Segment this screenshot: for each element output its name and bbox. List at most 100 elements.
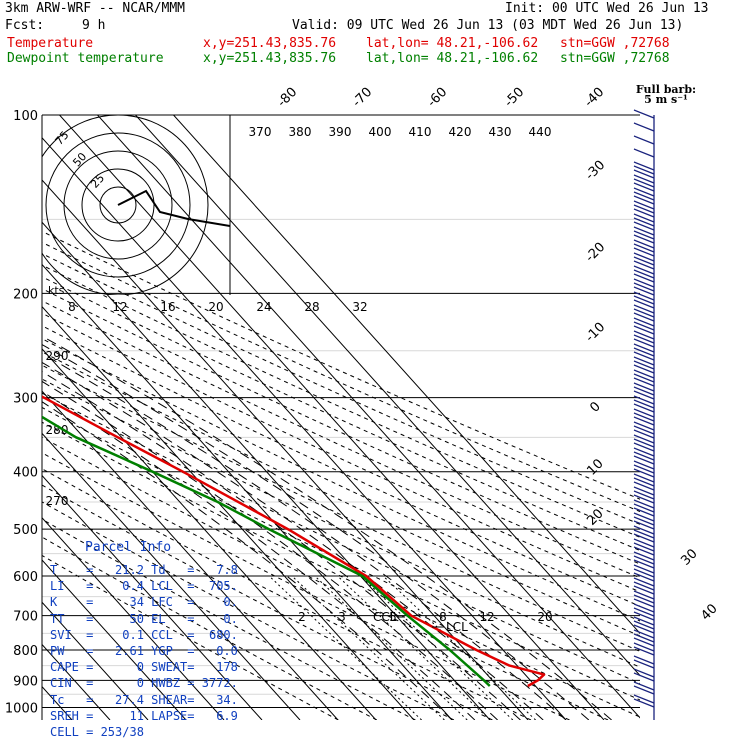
mixing-ratio-label: 12 [112,300,127,314]
temperature-legend-station: stn=GGW ,72768 [560,36,670,51]
isotherm-line [42,390,339,720]
parcel-value: 705. [194,579,238,594]
parcel-row: CAPE = 0 SWEAT= 178 [50,659,238,675]
theta-label: 430 [489,125,512,139]
parcel-value: 0. [194,595,238,610]
theta-label: 290 [46,349,69,363]
mixing-ratio-line [291,575,445,720]
theta-label: 280 [46,423,69,437]
temperature-axis-label: -30 [583,158,609,184]
dry-adiabat [42,392,640,684]
isotherm-line [42,179,529,720]
temperature-axis-label: -60 [425,85,451,111]
wind-barb [633,681,655,695]
wind-barb [633,395,655,413]
hodograph-ring [63,150,173,260]
pressure-label-600: 600 [13,570,38,585]
parcel-value: 7.8 [194,563,238,577]
parcel-value: 2.61 [93,644,152,658]
temperature-axis-label: 30 [678,546,700,568]
hodograph-ring [42,115,209,295]
wind-barb [633,538,655,556]
wind-barb [633,187,655,205]
wind-barb [633,317,655,335]
wind-legend-title: Full barb: [636,83,696,96]
parcel-value: 0.0 [194,644,238,658]
wind-barb [633,369,655,387]
wind-barb [633,421,655,439]
wind-barb [633,330,655,348]
dry-adiabat [42,536,378,720]
wind-barb [633,434,655,452]
parcel-row: T = 21.2 Td = 7.8 [50,562,238,578]
pressure-label-100: 100 [13,109,38,124]
wind-barb [633,148,655,158]
wind-barb [633,447,655,465]
mixing-ratio-label: 32 [352,300,367,314]
moist-adiabat [42,380,498,720]
parcel-value: 0. [194,611,238,626]
wind-barb [633,304,655,322]
moist-adiabat [42,343,590,720]
parcel-key: T = [50,563,94,577]
wind-barb [633,460,655,478]
theta-label: 410 [409,125,432,139]
mixing-ratio-line [268,575,422,720]
parcel-value: 0.1 [93,627,152,642]
theta-label: 390 [329,125,352,139]
wind-barb [633,629,655,647]
isotherm-line [42,432,301,720]
theta-label: 400 [369,125,392,139]
parcel-row: PW = 2.61 YGP = 0.0 [50,643,238,659]
parcel-key: LCL = [151,579,195,594]
hodograph-ring-label: 75 [53,129,72,148]
mixing-ratio-label: 5 [389,610,397,624]
temperature-legend-latlon: lat,lon= 48.21,-106.62 [366,36,539,51]
hodograph-trace [117,189,230,227]
isotherm-line [0,115,34,720]
wind-barb [633,642,655,656]
mixing-ratio-line [360,575,514,720]
dewpoint-legend-station: stn=GGW ,72768 [560,51,670,66]
parcel-info-title: Parcel Info [85,540,172,555]
parcel-row: TT = 50 EL = 0. [50,611,238,627]
temperature-axis-label: -10 [583,320,609,346]
dry-adiabat [42,554,339,720]
dewpoint-legend-label: Dewpoint temperature [7,51,164,66]
parcel-row: K = 34 LFC = 0. [50,594,238,610]
parcel-key: CIN = [50,676,94,691]
wind-barb [633,382,655,400]
mixing-ratio-label: 16 [160,300,175,314]
parcel-value: 178 [194,660,238,675]
temperature-axis-label: -50 [502,85,528,111]
moist-adiabat [42,352,567,720]
isotherm-line [42,137,567,720]
moist-adiabat [42,335,612,720]
pressure-label-500: 500 [13,523,38,538]
dry-adiabat [42,378,640,668]
moist-adiabat [42,371,521,720]
parcel-key: SVI = [50,627,94,642]
wind-barb [633,577,655,595]
parcel-key: EL = [151,611,195,626]
isotherm-line [42,517,225,720]
mixing-ratio-label: 20 [537,610,552,624]
dewpoint-profile [42,415,491,687]
mixing-ratio-label: 12 [479,610,494,624]
isotherm-line [135,115,640,677]
parcel-value: 11 [93,708,152,723]
isotherm-line [42,474,263,720]
temperature-axis-label: 0 [587,399,603,415]
temperature-axis-label: -70 [350,85,376,111]
temperature-axis-label: 40 [698,601,720,623]
parcel-value: 0 [93,660,152,675]
temperature-axis-label: -40 [582,85,608,111]
mixing-ratio-line [382,575,536,720]
isotherm-line [42,348,377,720]
mixing-ratio-label: 24 [256,300,271,314]
parcel-key: LAPSE= [151,708,195,723]
wind-barb [633,473,655,491]
pressure-label-700: 700 [13,610,38,625]
valid-time: Valid: 09 UTC Wed 26 Jun 13 (03 MDT Wed … [292,18,684,33]
mixing-ratio-line [337,575,491,720]
